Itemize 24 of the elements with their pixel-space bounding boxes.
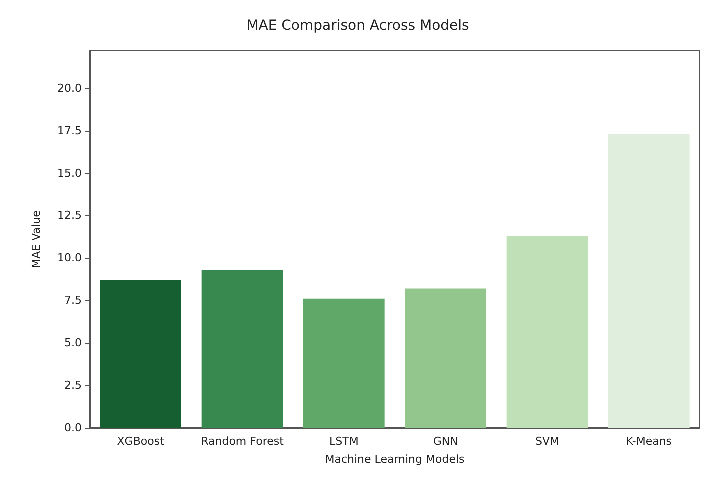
x-tick-label: GNN	[433, 435, 458, 448]
y-tick-label: 7.5	[64, 294, 82, 308]
x-tick-label: XGBoost	[117, 435, 166, 448]
y-tick-label: 17.5	[58, 124, 82, 138]
y-tick-label: 10.0	[58, 252, 82, 265]
y-axis-title: MAE Value	[30, 210, 43, 268]
y-tick-label: 0.0	[64, 422, 82, 434]
y-tick-label: 12.5	[58, 209, 82, 222]
bar	[202, 270, 284, 428]
bar	[304, 298, 385, 428]
x-tick-label: Random Forest	[201, 435, 285, 448]
x-axis-title: Machine Learning Models	[325, 453, 466, 466]
y-tick-label: 15.0	[58, 166, 82, 180]
bar	[405, 288, 486, 428]
x-tick-label: LSTM	[330, 435, 359, 448]
bar	[506, 236, 588, 428]
bar	[100, 280, 182, 428]
x-tick-label: SVM	[536, 435, 560, 448]
bar	[608, 134, 690, 428]
x-tick-label: K-Means	[626, 435, 672, 448]
y-tick-label: 2.5	[64, 379, 82, 392]
y-tick-label: 5.0	[64, 336, 82, 350]
y-tick-label: 20.0	[58, 82, 82, 95]
chart-title: MAE Comparison Across Models	[246, 18, 470, 34]
